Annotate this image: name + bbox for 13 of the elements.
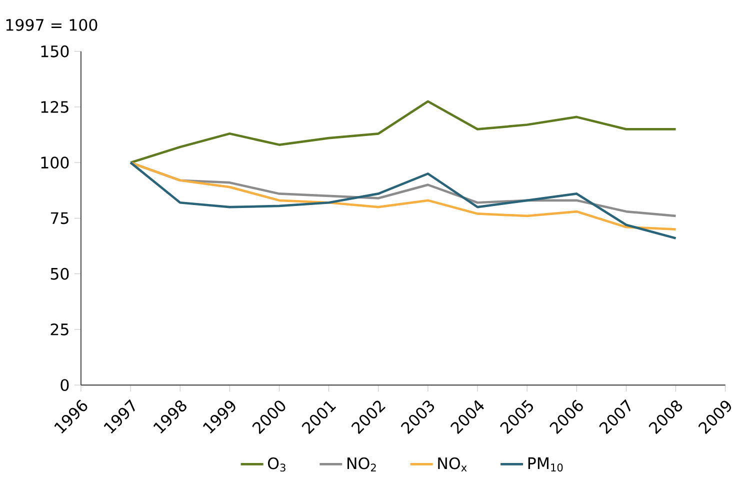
legend-label: PM$_{10}$ xyxy=(528,457,563,472)
y-tick-label: 100 xyxy=(41,156,69,169)
y-tick-label: 0 xyxy=(60,379,69,392)
line-series xyxy=(129,100,677,164)
y-tick-label: 150 xyxy=(41,45,69,58)
y-tick-label: 50 xyxy=(50,268,69,280)
legend-label: NO$_{x}$ xyxy=(438,457,467,472)
y-tick-label: 25 xyxy=(50,324,68,336)
legend-label: NO$_{2}$ xyxy=(348,457,376,472)
legend-label: O$_{3}$ xyxy=(268,457,286,472)
y-axis-title: 1997 = 100 xyxy=(6,19,98,31)
y-tick-label: 75 xyxy=(50,212,68,224)
y-tick-label: 125 xyxy=(41,101,68,114)
